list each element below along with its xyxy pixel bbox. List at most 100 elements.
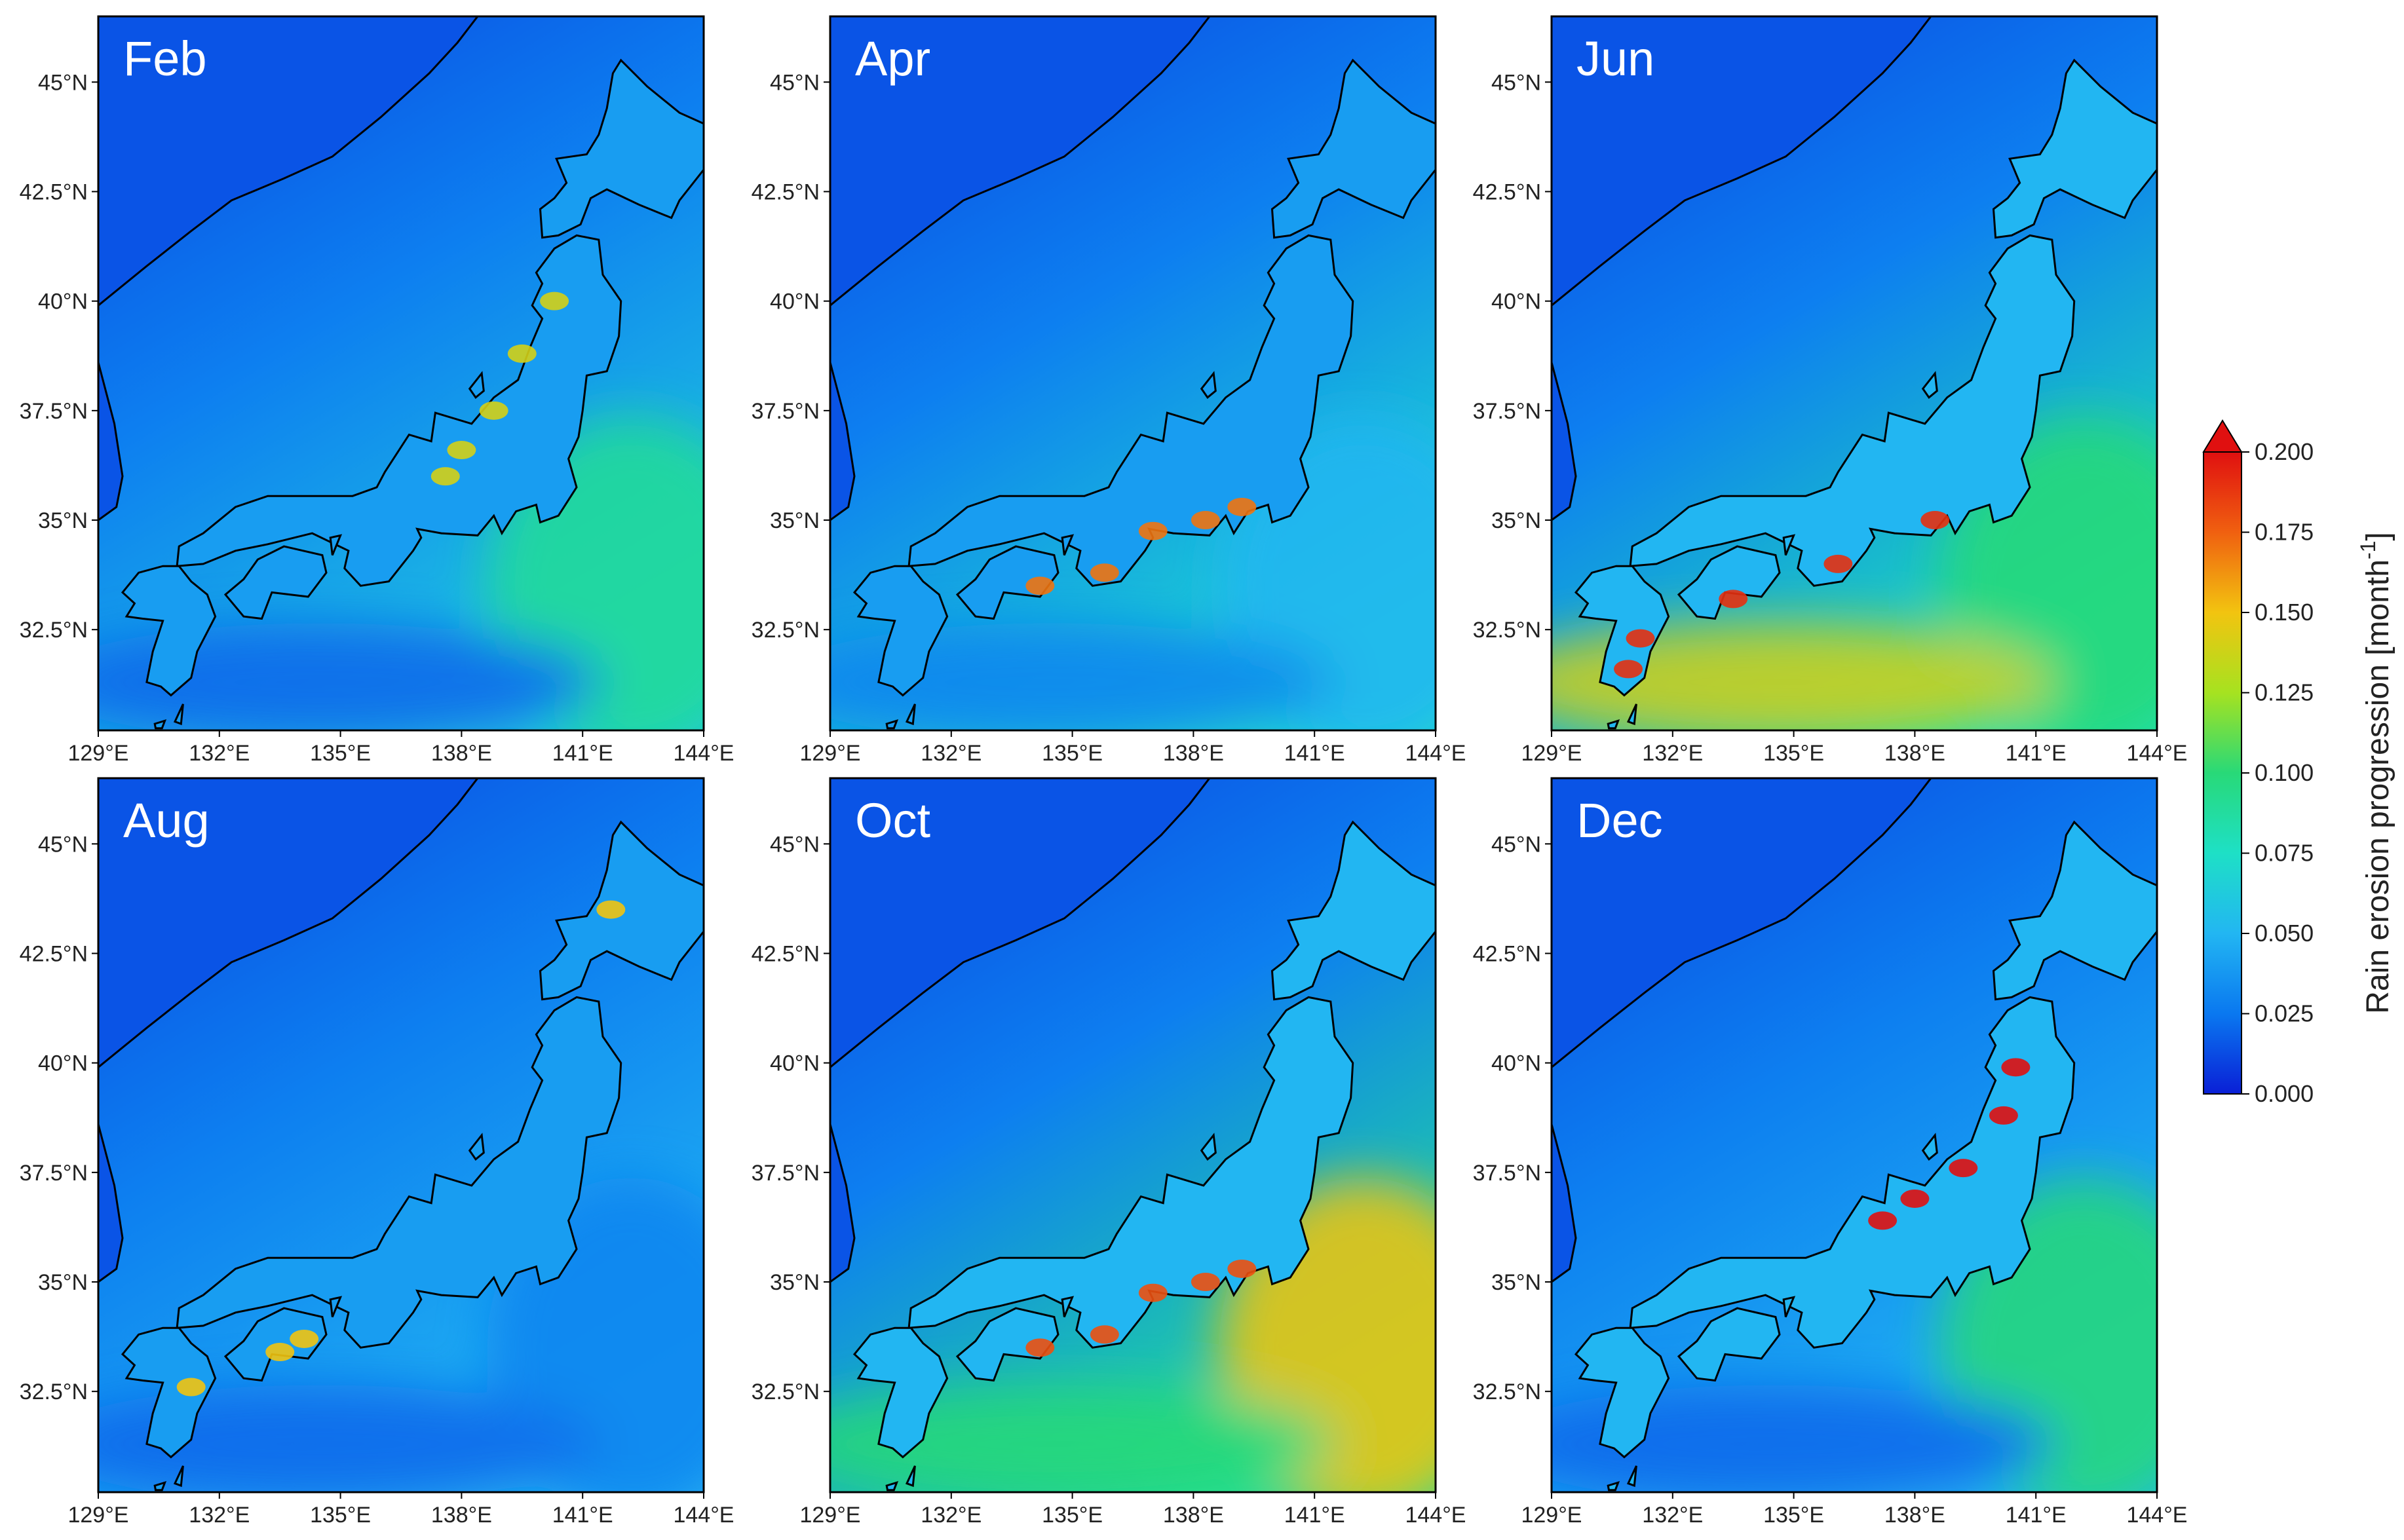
hotspot xyxy=(290,1329,319,1348)
panel-frame xyxy=(97,15,705,732)
coastline-tanega xyxy=(173,704,184,726)
lat-tick-label: 40°N xyxy=(770,1051,820,1076)
lon-tick-label: 135°E xyxy=(1763,741,1824,766)
coastline-awaji xyxy=(1782,534,1796,556)
panel-frame xyxy=(97,777,705,1493)
coastline-asia xyxy=(1552,16,1932,307)
lon-tick-label: 132°E xyxy=(1642,741,1703,766)
hotspot xyxy=(1191,1273,1220,1292)
coastline-sado xyxy=(468,1133,485,1161)
hotspot xyxy=(176,1378,206,1397)
hotspot xyxy=(540,291,569,310)
hotspot xyxy=(1025,576,1055,595)
hotspot xyxy=(1900,1189,1930,1208)
lon-tick-label: 141°E xyxy=(552,1503,613,1528)
hotspot xyxy=(1090,563,1119,582)
coastline-yaku xyxy=(1607,1480,1620,1492)
lon-tick-label: 141°E xyxy=(552,741,613,766)
lat-tick-label: 37.5°N xyxy=(1473,399,1541,424)
hotspot xyxy=(1227,1259,1257,1278)
month-label: Jun xyxy=(1576,31,1654,86)
coastline-hokkaido xyxy=(539,58,704,239)
lon-tick-label: 132°E xyxy=(189,1503,250,1528)
erosion-hotspots xyxy=(176,900,626,1397)
kuroshio-band xyxy=(98,1385,602,1492)
erosion-hotspots xyxy=(430,291,569,486)
coastline-korea xyxy=(1552,1123,1577,1283)
coastline-asia xyxy=(830,778,1211,1068)
hotspot xyxy=(1823,554,1853,573)
coastlines xyxy=(1552,778,2157,1492)
lat-tick-label: 37.5°N xyxy=(752,1161,820,1186)
panel-frame xyxy=(1550,15,2158,732)
coastline-tanega xyxy=(905,704,916,726)
coastline-sado xyxy=(1200,1133,1217,1161)
lat-tick-label: 37.5°N xyxy=(752,399,820,424)
hotspot xyxy=(479,401,508,420)
panel-frame xyxy=(829,15,1437,732)
month-label: Oct xyxy=(855,793,931,848)
erosion-hotspots xyxy=(1025,497,1257,595)
lon-tick-label: 141°E xyxy=(2006,741,2067,766)
kuroshio-band xyxy=(1552,1385,2055,1492)
lat-tick-label: 42.5°N xyxy=(1473,941,1541,966)
lat-tick-label: 45°N xyxy=(1491,70,1541,95)
lat-tick-label: 40°N xyxy=(1491,1051,1541,1076)
lon-tick-label: 144°E xyxy=(2126,741,2187,766)
coastline-hokkaido xyxy=(1992,58,2157,239)
hotspot xyxy=(1138,1283,1168,1302)
lon-tick-label: 132°E xyxy=(189,741,250,766)
coastline-kyushu xyxy=(121,565,217,697)
map-panel-aug: Aug 45°N 42.5°N 40°N 37.5°N 35°N 32.5°N 129°E 13… xyxy=(20,777,735,1528)
lat-tick-label: 37.5°N xyxy=(20,1161,88,1186)
lon-tick-label: 144°E xyxy=(1405,741,1466,766)
lon-tick-label: 141°E xyxy=(1284,1503,1345,1528)
coastline-kyushu xyxy=(1574,1326,1670,1459)
lon-tick-label: 144°E xyxy=(1405,1503,1466,1528)
hotspot xyxy=(1949,1159,1978,1178)
lat-tick-label: 45°N xyxy=(38,832,88,857)
erosion-hotspots xyxy=(1025,1259,1257,1357)
coastline-yaku xyxy=(153,1480,167,1492)
coastline-awaji xyxy=(329,1296,343,1318)
coastline-awaji xyxy=(1061,1296,1075,1318)
coastline-asia xyxy=(98,778,479,1068)
hotspot xyxy=(2001,1058,2031,1077)
coastline-yaku xyxy=(885,1480,899,1492)
kuroshio-band xyxy=(98,623,602,730)
hotspot xyxy=(1191,511,1220,530)
lon-tick-label: 132°E xyxy=(921,1503,982,1528)
lon-tick-label: 129°E xyxy=(67,1503,128,1528)
colorbar-tick-label: 0.125 xyxy=(2255,679,2314,706)
hotspot xyxy=(430,467,460,486)
lon-tick-label: 129°E xyxy=(799,1503,860,1528)
lon-tick-label: 138°E xyxy=(1884,1503,1945,1528)
hotspot xyxy=(1227,497,1257,516)
coastline-tanega xyxy=(1626,704,1637,726)
erosion-hotspots xyxy=(1868,1058,2031,1230)
month-label: Aug xyxy=(123,793,210,848)
lat-tick-label: 37.5°N xyxy=(20,399,88,424)
hotspot xyxy=(1614,660,1643,679)
coastline-sado xyxy=(468,371,485,399)
coastline-korea xyxy=(1552,362,1577,521)
coastline-yaku xyxy=(153,719,167,730)
colorbar-tick-label: 0.150 xyxy=(2255,599,2314,626)
erosion-hotspots xyxy=(1614,511,1950,679)
colorbar-title-main: Rain erosion progression [month xyxy=(2361,559,2395,1014)
map-panel-apr: Apr 45°N 42.5°N 40°N 37.5°N 35°N 32.5°N 129°E 13… xyxy=(752,15,1466,766)
lat-tick-label: 32.5°N xyxy=(752,1380,820,1404)
lat-tick-label: 45°N xyxy=(38,70,88,95)
coastline-tanega xyxy=(905,1465,916,1488)
coastline-korea xyxy=(98,362,124,521)
lat-tick-label: 42.5°N xyxy=(20,179,88,204)
lat-tick-label: 40°N xyxy=(1491,290,1541,314)
map-panel-feb: Feb 45°N 42.5°N 40°N 37.5°N 35°N 32.5°N 129°E 13… xyxy=(20,15,735,766)
lon-tick-label: 141°E xyxy=(2006,1503,2067,1528)
colorbar-tick-label: 0.100 xyxy=(2255,759,2314,786)
lon-tick-label: 138°E xyxy=(431,1503,492,1528)
map-panel-oct: Oct 45°N 42.5°N 40°N 37.5°N 35°N 32.5°N 129°E 13… xyxy=(752,777,1466,1528)
coastline-kyushu xyxy=(852,565,949,697)
kuroshio-band xyxy=(1552,623,2055,730)
lon-tick-label: 138°E xyxy=(1884,741,1945,766)
